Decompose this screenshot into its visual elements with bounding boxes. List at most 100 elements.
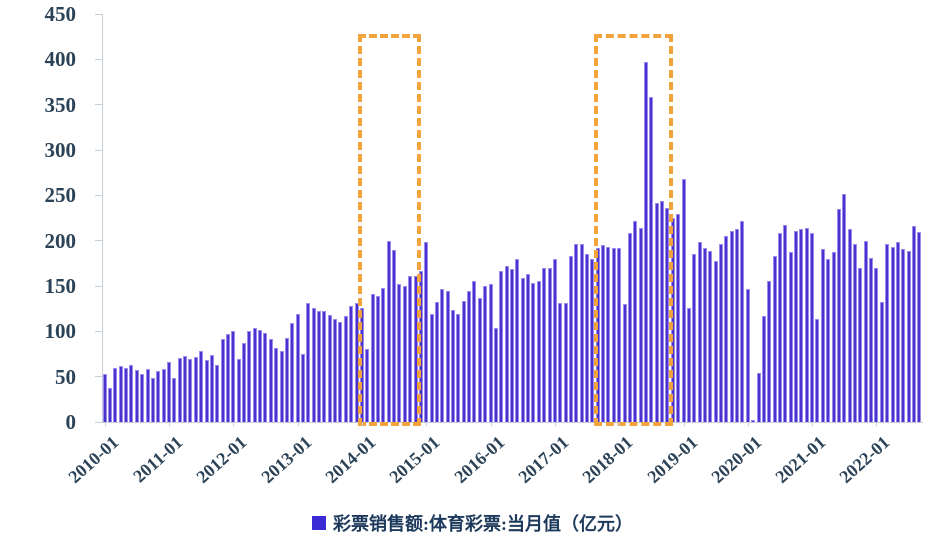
x-tick-label: 2013-01 xyxy=(257,432,315,488)
plot-area: 0 50 100 150 200 250 300 350 400 450 2010-01 2011-… xyxy=(45,3,923,487)
bar xyxy=(268,338,273,422)
y-axis-line xyxy=(102,14,103,423)
bar xyxy=(681,179,686,422)
bar xyxy=(617,247,622,422)
bar xyxy=(783,225,788,422)
bar xyxy=(477,297,482,422)
x-tick-mark xyxy=(168,422,170,426)
y-tick-mark xyxy=(95,13,102,15)
y-tick-mark xyxy=(95,104,102,106)
y-tick-label: 100 xyxy=(44,319,77,344)
bar xyxy=(140,373,145,422)
bar xyxy=(542,267,547,422)
bar xyxy=(322,311,327,422)
highlight-box xyxy=(358,34,422,426)
bar xyxy=(761,315,766,422)
bar xyxy=(258,329,263,422)
y-tick-label: 150 xyxy=(44,274,77,298)
bar xyxy=(536,280,541,422)
bar xyxy=(118,365,123,422)
x-tick-mark xyxy=(619,422,621,426)
bar xyxy=(627,232,632,422)
bar xyxy=(869,257,874,422)
bar xyxy=(247,331,252,422)
bar xyxy=(885,244,890,422)
x-tick-mark xyxy=(876,422,878,426)
bar xyxy=(735,228,740,422)
bar xyxy=(161,369,166,422)
bar xyxy=(638,227,643,422)
bar xyxy=(756,373,761,422)
bar xyxy=(810,232,815,422)
x-tick-mark xyxy=(361,422,363,426)
bar xyxy=(643,62,648,422)
bar xyxy=(729,230,734,422)
y-tick-mark xyxy=(95,285,102,287)
bar xyxy=(429,314,434,422)
x-tick-mark xyxy=(104,422,106,426)
bar xyxy=(284,337,289,422)
bar xyxy=(788,252,793,422)
bar xyxy=(740,220,745,422)
bar xyxy=(445,290,450,422)
bar xyxy=(311,307,316,422)
bar xyxy=(467,290,472,422)
bar xyxy=(563,303,568,422)
bar xyxy=(231,331,236,422)
y-tick-label: 50 xyxy=(55,364,76,389)
bar xyxy=(890,247,895,422)
bar xyxy=(349,305,354,422)
bar xyxy=(493,327,498,422)
bar xyxy=(402,286,407,422)
bar xyxy=(820,248,825,422)
bar xyxy=(590,258,595,422)
y-tick-mark xyxy=(95,376,102,378)
bar xyxy=(713,260,718,422)
x-tick-label: 2018-01 xyxy=(578,432,637,488)
x-tick-mark xyxy=(747,422,749,426)
bar xyxy=(633,220,638,422)
bar xyxy=(236,359,241,422)
bar xyxy=(172,378,177,422)
bar xyxy=(777,233,782,422)
bar xyxy=(719,244,724,422)
bar xyxy=(660,200,665,422)
bar xyxy=(697,242,702,422)
bar xyxy=(242,343,247,422)
bar xyxy=(434,302,439,422)
legend-label: 彩票销售额:体育彩票:当月值（亿元） xyxy=(333,514,633,534)
x-tick-mark xyxy=(490,422,492,426)
bar xyxy=(579,244,584,422)
bar xyxy=(193,356,198,422)
bar xyxy=(225,334,230,422)
bar xyxy=(622,304,627,422)
y-tick-label: 450 xyxy=(44,2,77,26)
bar xyxy=(526,274,531,422)
bar xyxy=(874,267,879,422)
x-tick-label: 2016-01 xyxy=(449,432,508,488)
x-tick-label: 2022-01 xyxy=(835,432,894,488)
bar xyxy=(815,318,820,422)
y-tick-mark xyxy=(95,240,102,242)
bar xyxy=(370,294,375,422)
bar xyxy=(209,354,214,422)
bar xyxy=(767,281,772,422)
y-tick-label: 350 xyxy=(44,92,77,117)
bar xyxy=(177,357,182,422)
bar xyxy=(129,364,134,422)
bar xyxy=(263,333,268,422)
legend-swatch-icon xyxy=(312,516,326,530)
bar xyxy=(134,370,139,422)
bar xyxy=(274,347,279,422)
bar xyxy=(376,295,380,422)
bar xyxy=(504,266,509,422)
x-tick-label: 2020-01 xyxy=(707,432,766,488)
bar xyxy=(338,322,343,422)
x-tick-mark xyxy=(554,422,556,426)
bar xyxy=(911,226,916,422)
bar xyxy=(327,315,332,422)
bar xyxy=(794,230,799,422)
bar xyxy=(199,351,204,422)
bar xyxy=(547,267,552,422)
bar xyxy=(606,247,611,422)
